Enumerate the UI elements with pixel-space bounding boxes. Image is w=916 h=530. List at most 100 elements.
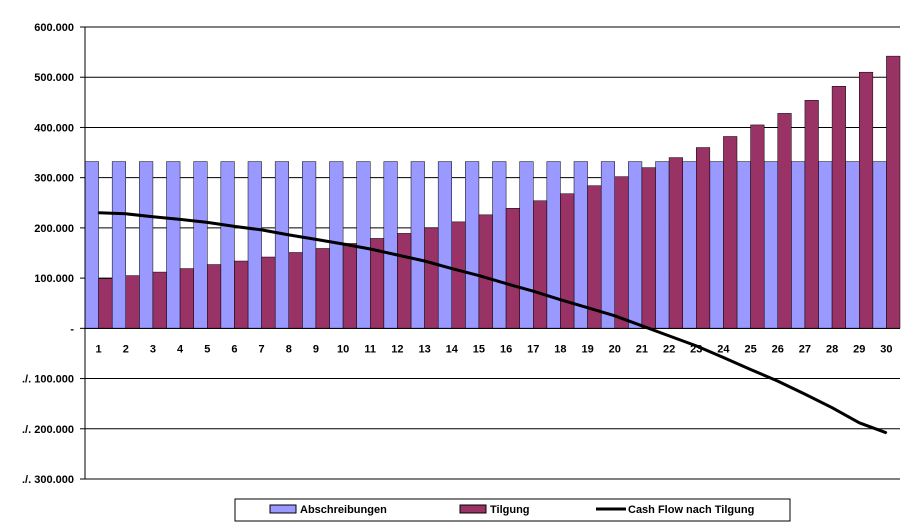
point-cash-flow-16: [505, 282, 507, 285]
bar-tilgung-7: [261, 256, 276, 329]
bar-abschreibungen-23: [682, 161, 697, 329]
bar-abschreibungen-11: [356, 161, 371, 329]
x-tick-label: 13: [418, 343, 430, 355]
x-tick-label: 26: [772, 343, 784, 355]
x-tick-label: 22: [663, 343, 675, 355]
legend-label-abschreibungen: Abschreibungen: [300, 504, 387, 516]
point-cash-flow-8: [287, 234, 290, 236]
point-cash-flow-7: [260, 229, 263, 231]
point-cash-flow-23: [695, 345, 698, 347]
y-tick-label: ./. 200.000: [22, 424, 74, 436]
bar-tilgung-26: [777, 113, 792, 329]
axes: [80, 26, 900, 480]
bar-abschreibungen-4: [166, 161, 181, 329]
x-tick-label: 6: [231, 343, 237, 355]
bar-abschreibungen-28: [818, 161, 833, 329]
point-cash-flow-25: [749, 368, 752, 371]
x-tick-label: 24: [717, 343, 730, 355]
legend-swatch-tilgung: [459, 504, 487, 514]
point-cash-flow-14: [450, 267, 453, 270]
bar-abschreibungen-2: [111, 161, 126, 329]
x-tick-label: 8: [286, 343, 292, 355]
bar-abschreibungen-25: [736, 161, 751, 329]
bar-tilgung-10: [342, 243, 357, 329]
x-tick-label: 14: [446, 343, 459, 355]
bar-tilgung-8: [288, 252, 303, 329]
point-cash-flow-11: [369, 248, 372, 250]
bar-abschreibungen-1: [84, 161, 99, 329]
bar-tilgung-14: [451, 221, 466, 329]
bar-abschreibungen-6: [220, 161, 235, 329]
legend-label-tilgung: Tilgung: [490, 504, 530, 516]
bar-tilgung-12: [397, 233, 412, 329]
bar-abschreibungen-15: [465, 161, 480, 329]
bar-abschreibungen-14: [437, 161, 452, 329]
bar-tilgung-23: [696, 147, 711, 329]
y-tick-label: 600.000: [34, 22, 74, 34]
point-cash-flow-26: [776, 380, 779, 382]
bar-tilgung-13: [424, 227, 439, 329]
x-tick-label: 29: [853, 343, 865, 355]
point-cash-flow-12: [396, 254, 399, 256]
point-cash-flow-24: [722, 356, 725, 359]
bar-tilgung-27: [804, 100, 819, 329]
x-tick-label: 17: [527, 343, 539, 355]
x-tick-label: 3: [150, 343, 156, 355]
x-tick-labels: 1 2 3 4 5 6 7 8 9 10 11 12 13 14 15 16 17 18 19 20 21 22 23 24 2…: [96, 343, 893, 355]
bar-tilgung-9: [315, 248, 330, 329]
bar-abschreibungen-16: [492, 161, 507, 329]
bar-tilgung-17: [533, 200, 548, 329]
point-cash-flow-3: [152, 216, 154, 218]
y-tick-label: 200.000: [34, 223, 74, 235]
bar-abschreibungen-3: [139, 161, 154, 329]
x-tick-label: 5: [204, 343, 210, 355]
bars: [84, 55, 901, 329]
x-tick-label: 4: [177, 343, 184, 355]
line-cash-flow: [98, 211, 887, 435]
x-tick-label: 19: [581, 343, 593, 355]
point-cash-flow-6: [233, 225, 236, 228]
bar-abschreibungen-20: [600, 161, 616, 329]
y-tick-label: 100.000: [34, 273, 74, 285]
point-cash-flow-22: [668, 335, 670, 337]
x-tick-label: 7: [259, 343, 265, 355]
legend-swatch-abschreibungen: [269, 504, 297, 514]
point-cash-flow-13: [423, 260, 426, 262]
point-cash-flow-2: [124, 213, 127, 215]
point-cash-flow-5: [206, 221, 209, 224]
x-tick-label: 16: [500, 343, 512, 355]
bar-abschreibungen-5: [193, 161, 208, 329]
bar-tilgung-30: [886, 55, 901, 329]
x-tick-label: 28: [826, 343, 838, 355]
point-cash-flow-21: [641, 325, 643, 327]
point-cash-flow-19: [586, 306, 589, 309]
bar-tilgung-20: [614, 176, 629, 329]
x-tick-label: 30: [880, 343, 892, 355]
x-tick-label: 20: [609, 343, 621, 355]
x-tick-label: 9: [313, 343, 319, 355]
point-cash-flow-15: [478, 274, 480, 277]
bar-abschreibungen-27: [791, 161, 806, 329]
bar-abschreibungen-29: [845, 161, 860, 329]
x-tick-label: 15: [473, 343, 485, 355]
bar-tilgung-18: [560, 193, 575, 329]
bar-tilgung-29: [859, 71, 874, 329]
point-cash-flow-17: [532, 290, 535, 292]
y-tick-label: 400.000: [34, 122, 74, 134]
point-cash-flow-10: [342, 243, 344, 245]
y-tick-label: -: [70, 323, 74, 335]
point-cash-flow-29: [858, 421, 861, 424]
bar-abschreibungen-22: [655, 161, 670, 329]
bar-tilgung-3: [152, 271, 167, 329]
legend-label-cash-flow: Cash Flow nach Tilgung: [628, 504, 754, 516]
x-tick-label: 2: [123, 343, 129, 355]
bar-tilgung-25: [750, 124, 765, 329]
y-tick-label: ./. 300.000: [22, 474, 74, 486]
bar-tilgung-6: [234, 260, 249, 329]
y-tick-labels: 600.000 500.000 400.000 300.000 200.000 100.0…: [22, 22, 74, 486]
point-cash-flow-9: [315, 238, 317, 241]
bar-abschreibungen-8: [274, 161, 289, 329]
x-tick-label: 1: [96, 343, 102, 355]
bar-abschreibungen-12: [383, 161, 398, 329]
point-cash-flow-27: [804, 393, 806, 395]
